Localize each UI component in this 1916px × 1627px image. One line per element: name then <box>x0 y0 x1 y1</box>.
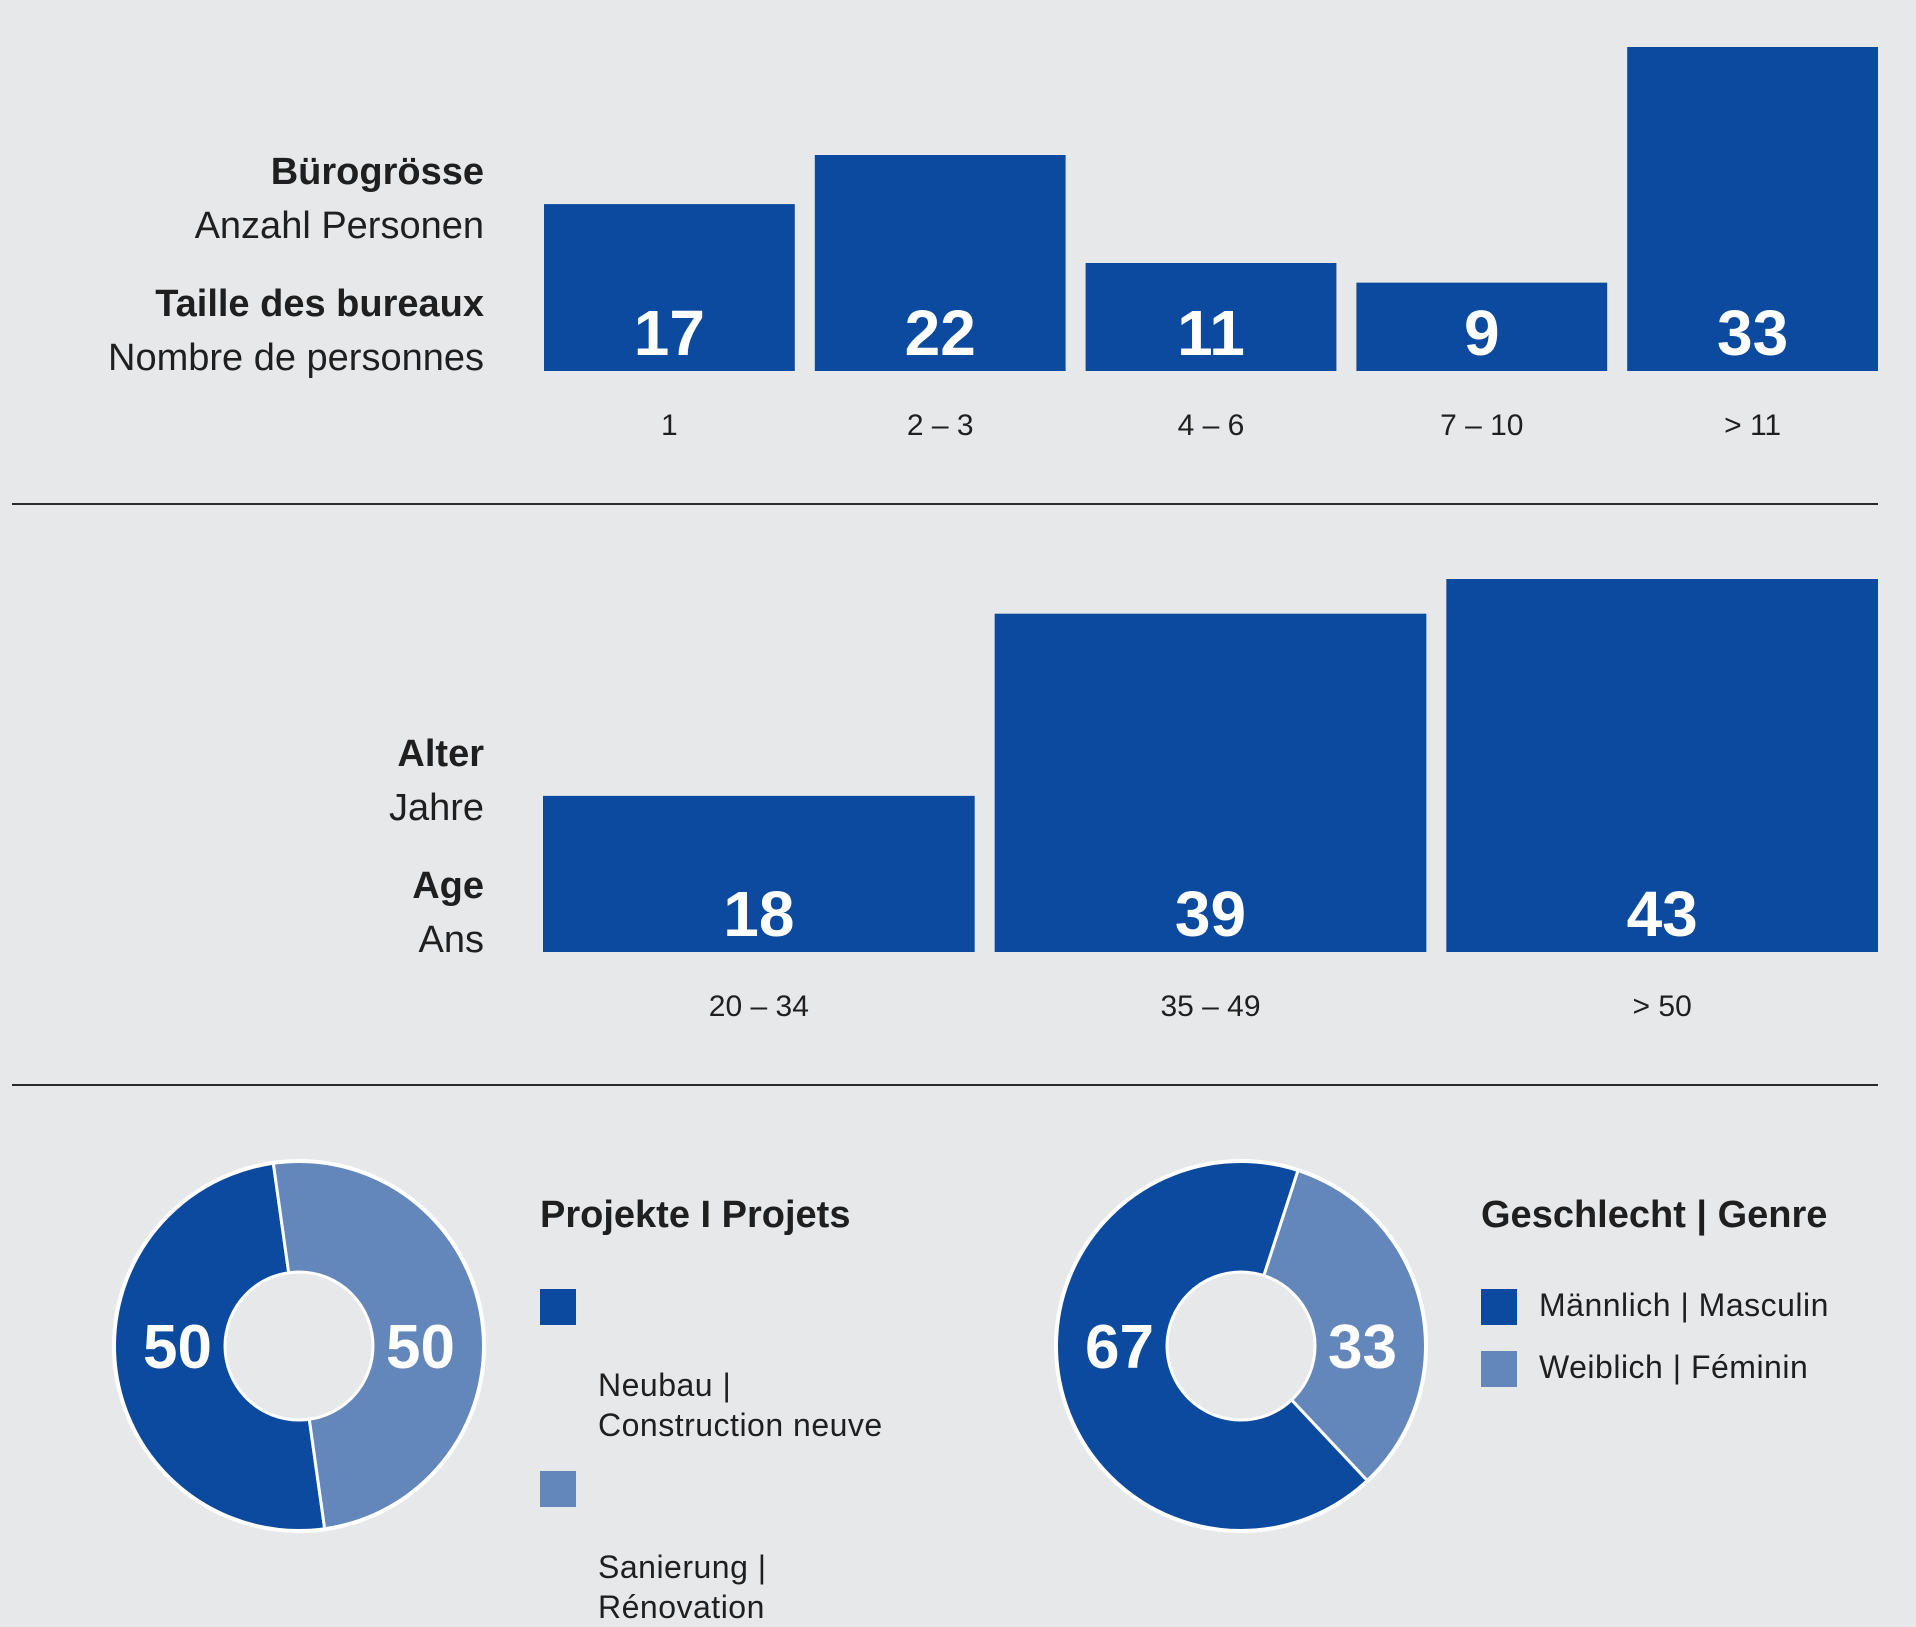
tick-label: 4 – 6 <box>1178 409 1245 442</box>
age-labels: Alter Jahre Age Ans <box>389 727 484 967</box>
legend-swatch-dark <box>1481 1289 1517 1325</box>
data-label: 22 <box>905 297 976 369</box>
bar <box>1627 47 1878 371</box>
data-label: 18 <box>723 878 794 950</box>
legend-swatch-light <box>1481 1351 1517 1387</box>
legend-label-male: Männlich | Masculin <box>1539 1287 1829 1323</box>
data-label: 11 <box>1177 297 1245 369</box>
legend-label-neubau: Neubau | Construction neuve <box>598 1367 883 1443</box>
age-title-fr: Age <box>412 865 484 907</box>
donut-hole <box>1165 1270 1317 1422</box>
gender-title: Geschlecht | Genre <box>1481 1194 1828 1236</box>
legend-item-neubau: Neubau | Construction neuve <box>540 1285 883 1445</box>
legend-item-male: Männlich | Masculin <box>1481 1285 1829 1325</box>
data-label: 17 <box>634 297 705 369</box>
projects-legend: Projekte I Projets Neubau | Construction… <box>540 1193 883 1627</box>
tick-label: 7 – 10 <box>1440 409 1523 442</box>
bar <box>1446 579 1878 952</box>
data-label: 33 <box>1717 297 1788 369</box>
office-size-subtitle-de: Anzahl Personen <box>194 205 484 247</box>
donut-hole <box>223 1270 375 1422</box>
donut-outline <box>1054 1159 1428 1533</box>
bar <box>814 155 1066 371</box>
data-label: 39 <box>1175 878 1246 950</box>
donut-outline <box>112 1159 486 1533</box>
tick-label: > 50 <box>1633 990 1692 1023</box>
data-label-dark: 50 <box>143 1313 212 1382</box>
section-divider-2 <box>12 1084 1878 1086</box>
legend-label-female: Weiblich | Féminin <box>1539 1349 1809 1385</box>
bar <box>994 613 1427 952</box>
data-label-light: 50 <box>386 1313 455 1382</box>
bar <box>544 204 795 371</box>
data-label: 9 <box>1464 297 1500 369</box>
projects-title: Projekte I Projets <box>540 1194 851 1236</box>
charts-canvas: 17 1 22 2 – 3 11 4 – 6 9 7 – 10 33 > 11 18 20 – 34 3… <box>112 47 1878 1533</box>
tick-label: > 11 <box>1724 409 1781 442</box>
legend-label-sanierung: Sanierung | Rénovation <box>598 1549 767 1625</box>
tick-label: 20 – 34 <box>709 990 809 1023</box>
data-label: 43 <box>1627 878 1698 950</box>
legend-item-female: Weiblich | Féminin <box>1481 1347 1829 1387</box>
age-subtitle-fr: Ans <box>418 919 484 961</box>
office-size-labels: Bürogrösse Anzahl Personen Taille des bu… <box>108 145 484 385</box>
legend-swatch-dark <box>540 1289 576 1325</box>
office-size-title-fr: Taille des bureaux <box>155 283 484 325</box>
gender-legend: Geschlecht | Genre Männlich | Masculin W… <box>1481 1193 1829 1387</box>
section-divider-1 <box>12 503 1878 505</box>
tick-label: 2 – 3 <box>907 409 974 442</box>
legend-swatch-light <box>540 1471 576 1507</box>
tick-label: 35 – 49 <box>1160 990 1260 1023</box>
bar <box>1356 282 1608 371</box>
data-label-dark: 67 <box>1085 1313 1154 1382</box>
office-size-title-de: Bürogrösse <box>270 151 484 193</box>
age-title-de: Alter <box>397 733 484 775</box>
bar <box>543 795 975 952</box>
legend-item-sanierung: Sanierung | Rénovation <box>540 1467 883 1627</box>
data-label-light: 33 <box>1328 1313 1397 1382</box>
tick-label: 1 <box>661 409 678 442</box>
age-subtitle-de: Jahre <box>388 787 484 829</box>
bar <box>1085 263 1337 371</box>
office-size-subtitle-fr: Nombre de personnes <box>108 337 484 379</box>
